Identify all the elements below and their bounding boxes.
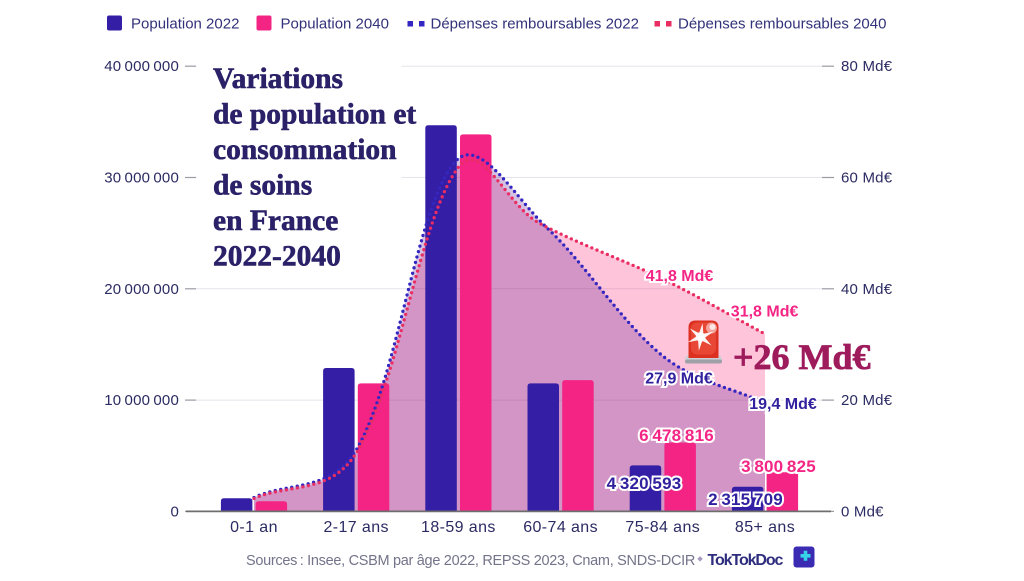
svg-text:TokTokDoc: TokTokDoc bbox=[708, 552, 784, 569]
svg-text:40 000 000: 40 000 000 bbox=[104, 58, 179, 75]
svg-text:Dépenses remboursables 2040: Dépenses remboursables 2040 bbox=[678, 16, 886, 33]
svg-text:60 Md€: 60 Md€ bbox=[841, 170, 893, 187]
svg-text:30 000 000: 30 000 000 bbox=[104, 170, 179, 187]
svg-text:3 800 825: 3 800 825 bbox=[741, 457, 816, 476]
svg-text:2022-2040: 2022-2040 bbox=[213, 241, 341, 273]
svg-text:0 Md€: 0 Md€ bbox=[841, 503, 884, 520]
svg-text:19,4 Md€: 19,4 Md€ bbox=[749, 396, 817, 413]
svg-text:41,8 Md€: 41,8 Md€ bbox=[646, 268, 714, 285]
svg-text:+26 Md€: +26 Md€ bbox=[733, 337, 871, 377]
svg-text:85+ ans: 85+ ans bbox=[735, 519, 795, 536]
svg-text:consommation: consommation bbox=[213, 134, 397, 166]
svg-text:10 000 000: 10 000 000 bbox=[104, 392, 179, 409]
svg-text:Population 2040: Population 2040 bbox=[281, 16, 389, 33]
svg-text:4 320 593: 4 320 593 bbox=[607, 474, 682, 493]
svg-text:Variations: Variations bbox=[213, 63, 343, 95]
svg-text:60-74 ans: 60-74 ans bbox=[523, 519, 598, 536]
svg-text:de population et: de population et bbox=[213, 99, 416, 131]
svg-text:en France: en France bbox=[213, 205, 338, 237]
svg-text:Dépenses remboursables 2022: Dépenses remboursables 2022 bbox=[431, 16, 639, 33]
svg-text:27,9 Md€: 27,9 Md€ bbox=[645, 371, 713, 388]
svg-text:2 315 709: 2 315 709 bbox=[708, 490, 783, 509]
svg-text:Sources : Insee, CSBM par âge: Sources : Insee, CSBM par âge 2022, REPS… bbox=[246, 553, 695, 569]
svg-text:de soins: de soins bbox=[213, 170, 312, 202]
svg-text:31,8 Md€: 31,8 Md€ bbox=[731, 304, 799, 321]
svg-text:75-84 ans: 75-84 ans bbox=[625, 519, 700, 536]
svg-text:Population 2022: Population 2022 bbox=[131, 16, 239, 33]
svg-text:20 Md€: 20 Md€ bbox=[841, 392, 893, 409]
svg-text:18-59 ans: 18-59 ans bbox=[421, 519, 496, 536]
svg-text:6 478 816: 6 478 816 bbox=[639, 426, 714, 445]
svg-text:2-17 ans: 2-17 ans bbox=[323, 519, 388, 536]
svg-text:40 Md€: 40 Md€ bbox=[841, 281, 893, 298]
svg-text:80 Md€: 80 Md€ bbox=[841, 58, 893, 75]
svg-text:0: 0 bbox=[170, 503, 179, 520]
svg-text:0-1 an: 0-1 an bbox=[230, 519, 278, 536]
svg-text:20 000 000: 20 000 000 bbox=[104, 281, 179, 298]
